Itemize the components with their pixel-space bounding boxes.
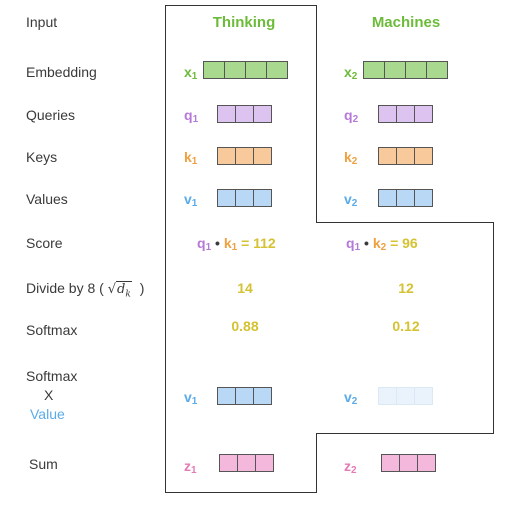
q1-label: q1 — [184, 107, 199, 125]
vector-cell — [253, 147, 272, 165]
vector-cell — [426, 61, 448, 79]
outline-path — [165, 5, 494, 493]
softmax-score-1: 0.88 — [231, 318, 259, 334]
divided-score-1: 14 — [237, 280, 253, 296]
sqrt-dk-formula: √dk — [107, 281, 132, 300]
vector-cell — [384, 61, 406, 79]
x2-label: x2 — [344, 64, 358, 82]
vector-cell — [203, 61, 225, 79]
z1-label: z1 — [184, 458, 197, 476]
vector-cell — [396, 189, 415, 207]
vector-cell — [253, 189, 272, 207]
divided-score-2: 12 — [398, 280, 414, 296]
row-label-values: Values — [26, 191, 68, 207]
v2-label: v2 — [344, 191, 358, 209]
sqrt-var: d — [117, 282, 126, 297]
weighted-value-vector-2 — [378, 387, 433, 405]
vector-cell — [363, 61, 385, 79]
row-label-input: Input — [26, 14, 58, 30]
vector-cell — [217, 189, 236, 207]
word-thinking: Thinking — [212, 14, 276, 31]
row-label-score: Score — [26, 235, 63, 251]
vector-cell — [414, 105, 433, 123]
query-vector-q2 — [378, 105, 433, 123]
vector-cell — [224, 61, 246, 79]
vector-cell — [378, 189, 397, 207]
vector-cell — [235, 387, 254, 405]
v1-label: v1 — [184, 191, 198, 209]
x1-label: x1 — [184, 64, 198, 82]
vector-cell — [253, 105, 272, 123]
k2-label: k2 — [344, 149, 358, 167]
vector-cell — [414, 189, 433, 207]
value-vector-v2 — [378, 189, 433, 207]
row-label-embedding: Embedding — [26, 64, 97, 80]
word-machines: Machines — [371, 14, 441, 31]
q2-label: q2 — [344, 107, 359, 125]
vector-cell — [381, 454, 400, 472]
vector-cell — [255, 454, 274, 472]
score-formula-2: q1 • k2 = 96 — [346, 235, 418, 253]
embedding-vector-x1 — [203, 61, 288, 79]
row-label-softmax-x-value-2: X — [44, 387, 54, 403]
row-label-softmax-x-value-1: Softmax — [26, 368, 78, 384]
weighted-v2-label: v2 — [344, 389, 358, 407]
vector-cell — [417, 454, 436, 472]
divide-prefix: Divide by 8 ( — [26, 280, 104, 296]
weighted-value-vector-1 — [217, 387, 272, 405]
vector-cell — [405, 61, 427, 79]
vector-cell — [266, 61, 288, 79]
query-vector-q1 — [217, 105, 272, 123]
vector-cell — [414, 387, 433, 405]
vector-cell — [245, 61, 267, 79]
row-label-softmax-x-value-3: Value — [30, 406, 65, 422]
vector-cell — [235, 105, 254, 123]
z2-label: z2 — [344, 458, 357, 476]
vector-cell — [378, 105, 397, 123]
vector-cell — [237, 454, 256, 472]
vector-cell — [219, 454, 238, 472]
vector-cell — [396, 387, 415, 405]
row-label-keys: Keys — [26, 149, 58, 165]
key-vector-k2 — [378, 147, 433, 165]
vector-cell — [217, 105, 236, 123]
row-label-queries: Queries — [26, 107, 76, 123]
softmax-score-2: 0.12 — [392, 318, 420, 334]
row-label-softmax: Softmax — [26, 322, 78, 338]
weighted-v1-label: v1 — [184, 389, 198, 407]
vector-cell — [414, 147, 433, 165]
k1-label: k1 — [184, 149, 198, 167]
vector-cell — [378, 387, 397, 405]
row-label-divide: Divide by 8 ( √dk ) — [26, 280, 144, 300]
vector-cell — [235, 147, 254, 165]
output-vector-z2 — [381, 454, 436, 472]
row-label-sum: Sum — [29, 456, 58, 472]
vector-cell — [378, 147, 397, 165]
vector-cell — [253, 387, 272, 405]
score-formula-1: q1 • k1 = 112 — [197, 235, 276, 253]
value-vector-v1 — [217, 189, 272, 207]
vector-cell — [235, 189, 254, 207]
vector-cell — [217, 147, 236, 165]
key-vector-k1 — [217, 147, 272, 165]
output-vector-z1 — [219, 454, 274, 472]
vector-cell — [399, 454, 418, 472]
vector-cell — [396, 105, 415, 123]
vector-cell — [217, 387, 236, 405]
sqrt-sub: k — [125, 289, 131, 300]
vector-cell — [396, 147, 415, 165]
embedding-vector-x2 — [363, 61, 448, 79]
divide-suffix: ) — [139, 280, 145, 296]
